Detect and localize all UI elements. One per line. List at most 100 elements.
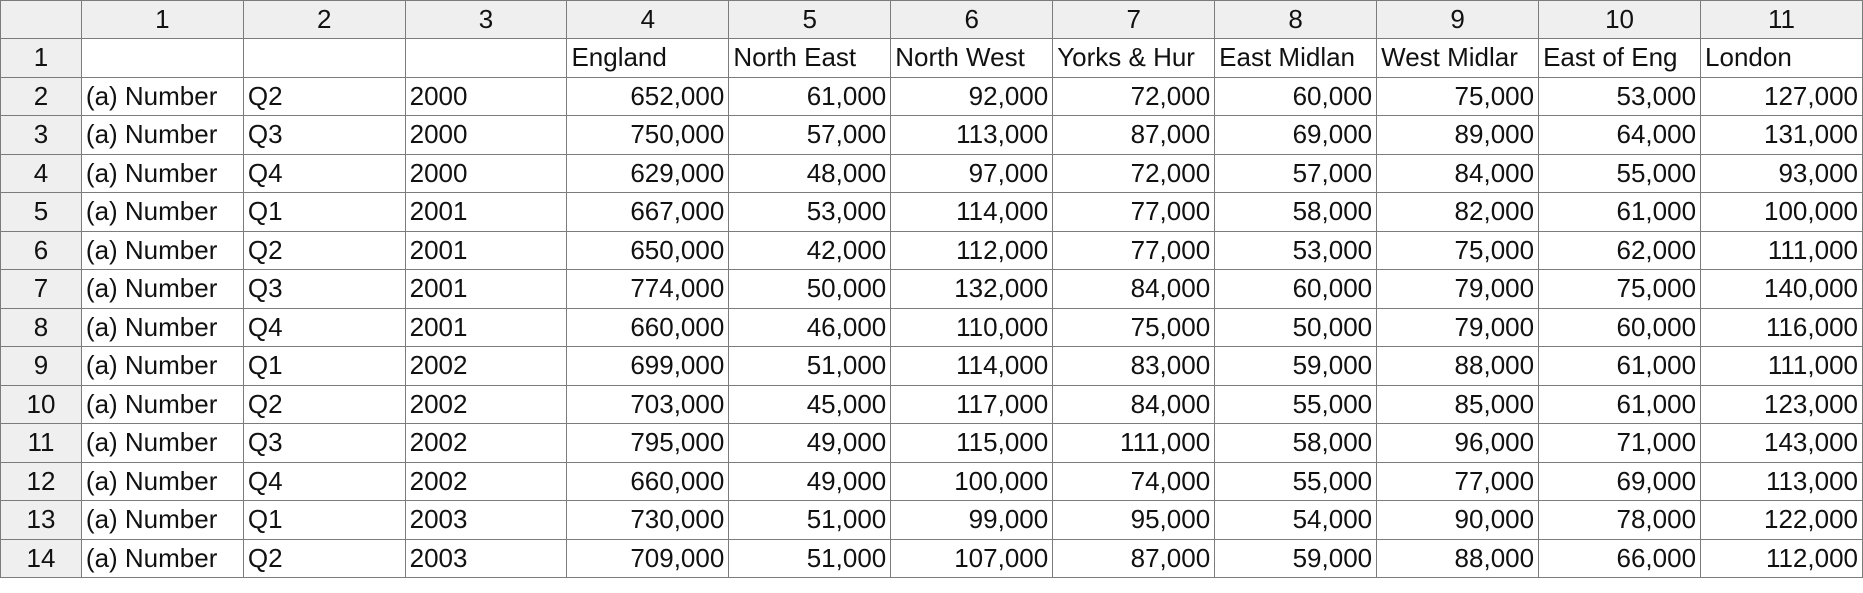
cell[interactable]: 72,000 <box>1052 153 1216 193</box>
cell[interactable]: (a) Number <box>80 461 244 501</box>
cell[interactable]: 85,000 <box>1376 384 1540 424</box>
cell[interactable]: 71,000 <box>1538 423 1702 463</box>
cell[interactable]: 49,000 <box>728 461 892 501</box>
cell[interactable]: 2002 <box>404 384 568 424</box>
cell[interactable]: 2002 <box>404 346 568 386</box>
cell[interactable]: 46,000 <box>728 307 892 347</box>
cell[interactable]: 99,000 <box>890 500 1054 540</box>
cell[interactable]: 53,000 <box>1214 230 1378 270</box>
cell[interactable]: 660,000 <box>566 461 730 501</box>
cell[interactable]: (a) Number <box>80 423 244 463</box>
cell[interactable]: 122,000 <box>1700 500 1863 540</box>
cell[interactable]: 112,000 <box>1700 538 1863 578</box>
cell[interactable]: 2003 <box>404 538 568 578</box>
cell[interactable]: Q3 <box>242 115 406 155</box>
cell[interactable]: 114,000 <box>890 346 1054 386</box>
cell[interactable]: (a) Number <box>80 76 244 116</box>
cell[interactable]: 51,000 <box>728 538 892 578</box>
cell[interactable]: Q3 <box>242 269 406 309</box>
cell[interactable]: 87,000 <box>1052 538 1216 578</box>
cell[interactable]: 96,000 <box>1376 423 1540 463</box>
column-header[interactable]: 7 <box>1052 0 1216 39</box>
row-header[interactable]: 7 <box>0 269 82 309</box>
cell[interactable]: 110,000 <box>890 307 1054 347</box>
cell[interactable]: 111,000 <box>1052 423 1216 463</box>
cell[interactable]: 77,000 <box>1052 230 1216 270</box>
cell[interactable]: 66,000 <box>1538 538 1702 578</box>
row-header[interactable]: 10 <box>0 384 82 424</box>
column-header[interactable]: 1 <box>80 0 244 39</box>
cell[interactable]: 60,000 <box>1538 307 1702 347</box>
cell[interactable]: 774,000 <box>566 269 730 309</box>
cell[interactable]: 61,000 <box>1538 384 1702 424</box>
cell[interactable]: 53,000 <box>728 192 892 232</box>
cell[interactable]: 59,000 <box>1214 346 1378 386</box>
cell[interactable]: 79,000 <box>1376 269 1540 309</box>
cell[interactable]: 49,000 <box>728 423 892 463</box>
cell[interactable] <box>404 38 568 78</box>
cell[interactable]: 2001 <box>404 230 568 270</box>
cell[interactable]: Q4 <box>242 153 406 193</box>
cell[interactable]: North West <box>890 38 1054 78</box>
cell[interactable]: 83,000 <box>1052 346 1216 386</box>
cell[interactable]: Yorks & Hur <box>1052 38 1216 78</box>
cell[interactable]: Q3 <box>242 423 406 463</box>
cell[interactable]: 90,000 <box>1376 500 1540 540</box>
cell[interactable]: Q4 <box>242 461 406 501</box>
cell[interactable]: (a) Number <box>80 538 244 578</box>
cell[interactable]: 2001 <box>404 269 568 309</box>
cell[interactable]: 89,000 <box>1376 115 1540 155</box>
cell[interactable]: Q2 <box>242 384 406 424</box>
cell[interactable]: 795,000 <box>566 423 730 463</box>
cell[interactable]: 107,000 <box>890 538 1054 578</box>
cell[interactable]: 115,000 <box>890 423 1054 463</box>
column-header[interactable]: 3 <box>404 0 568 39</box>
cell[interactable]: 703,000 <box>566 384 730 424</box>
column-header[interactable]: 11 <box>1700 0 1863 39</box>
cell[interactable]: 84,000 <box>1376 153 1540 193</box>
cell[interactable]: Q2 <box>242 76 406 116</box>
cell[interactable]: 117,000 <box>890 384 1054 424</box>
cell[interactable]: 2001 <box>404 192 568 232</box>
cell[interactable]: 75,000 <box>1376 76 1540 116</box>
cell[interactable]: 51,000 <box>728 500 892 540</box>
cell[interactable]: 113,000 <box>890 115 1054 155</box>
cell[interactable]: 2001 <box>404 307 568 347</box>
cell[interactable]: 82,000 <box>1376 192 1540 232</box>
cell[interactable]: England <box>566 38 730 78</box>
cell[interactable]: 2002 <box>404 461 568 501</box>
cell[interactable]: 116,000 <box>1700 307 1863 347</box>
cell[interactable]: (a) Number <box>80 500 244 540</box>
cell[interactable]: 2000 <box>404 115 568 155</box>
cell[interactable]: 69,000 <box>1538 461 1702 501</box>
cell[interactable]: 699,000 <box>566 346 730 386</box>
select-all-corner[interactable] <box>0 0 82 39</box>
cell[interactable]: East of Eng <box>1538 38 1702 78</box>
row-header[interactable]: 2 <box>0 76 82 116</box>
cell[interactable]: (a) Number <box>80 384 244 424</box>
row-header[interactable]: 8 <box>0 307 82 347</box>
column-header[interactable]: 8 <box>1214 0 1378 39</box>
cell[interactable]: 48,000 <box>728 153 892 193</box>
cell[interactable]: 69,000 <box>1214 115 1378 155</box>
cell[interactable]: 58,000 <box>1214 192 1378 232</box>
cell[interactable]: London <box>1700 38 1863 78</box>
cell[interactable]: 77,000 <box>1376 461 1540 501</box>
cell[interactable]: 61,000 <box>728 76 892 116</box>
cell[interactable]: 77,000 <box>1052 192 1216 232</box>
cell[interactable]: 84,000 <box>1052 384 1216 424</box>
cell[interactable]: 123,000 <box>1700 384 1863 424</box>
cell[interactable]: 92,000 <box>890 76 1054 116</box>
cell[interactable]: 53,000 <box>1538 76 1702 116</box>
cell[interactable]: 650,000 <box>566 230 730 270</box>
cell[interactable]: 54,000 <box>1214 500 1378 540</box>
column-header[interactable]: 9 <box>1376 0 1540 39</box>
cell[interactable]: North East <box>728 38 892 78</box>
cell[interactable]: (a) Number <box>80 230 244 270</box>
cell[interactable]: 45,000 <box>728 384 892 424</box>
cell[interactable]: Q1 <box>242 500 406 540</box>
cell[interactable]: 112,000 <box>890 230 1054 270</box>
cell[interactable]: 2000 <box>404 153 568 193</box>
cell[interactable]: Q4 <box>242 307 406 347</box>
cell[interactable]: 132,000 <box>890 269 1054 309</box>
